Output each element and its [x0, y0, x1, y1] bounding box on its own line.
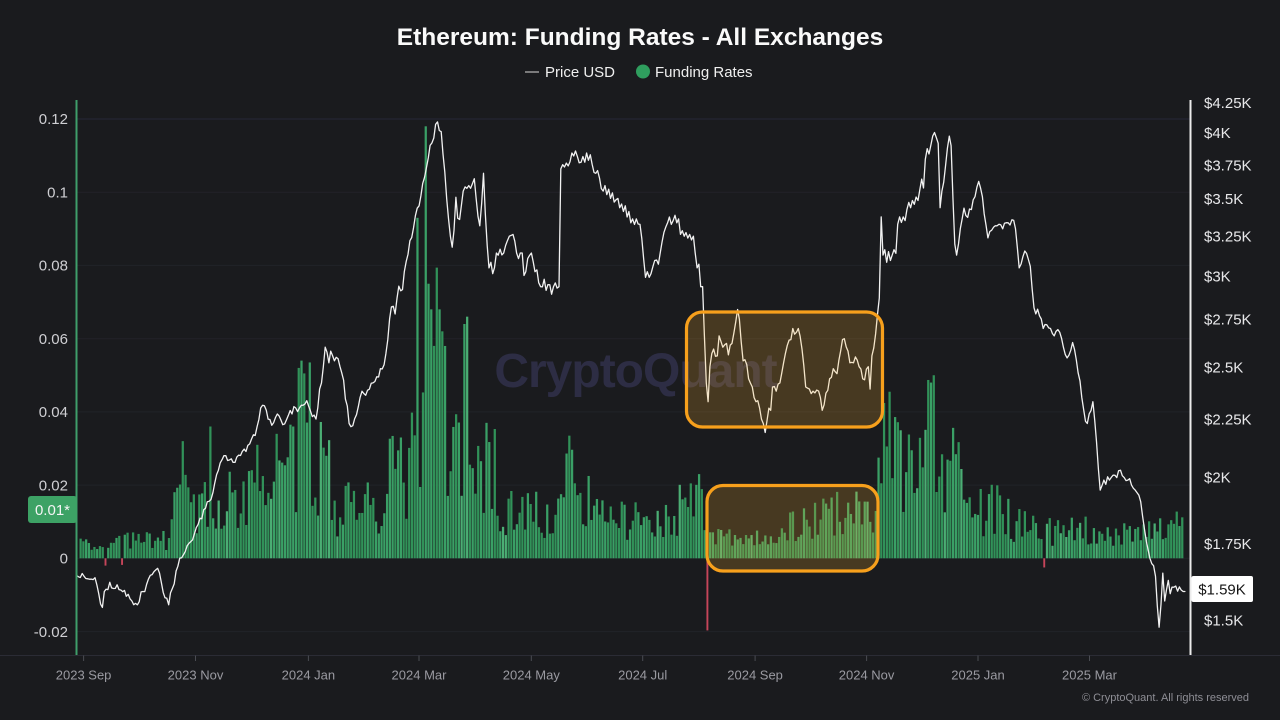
- svg-text:Ethereum: Funding Rates - All: Ethereum: Funding Rates - All Exchanges: [397, 24, 883, 51]
- svg-text:0.01*: 0.01*: [35, 502, 70, 519]
- svg-text:2024 Sep: 2024 Sep: [727, 668, 783, 683]
- svg-text:© CryptoQuant. All rights rese: © CryptoQuant. All rights reserved: [1082, 692, 1249, 704]
- svg-text:2024 Nov: 2024 Nov: [839, 668, 895, 683]
- svg-text:0.04: 0.04: [39, 404, 68, 421]
- svg-text:2023 Sep: 2023 Sep: [56, 668, 112, 683]
- svg-text:0.02: 0.02: [39, 477, 68, 494]
- svg-text:0.08: 0.08: [39, 258, 68, 275]
- svg-text:CryptoQuant: CryptoQuant: [494, 345, 777, 398]
- svg-text:2024 Jul: 2024 Jul: [618, 668, 667, 683]
- svg-text:$1.75K: $1.75K: [1204, 536, 1252, 553]
- svg-text:$4K: $4K: [1204, 125, 1231, 142]
- svg-text:$4.25K: $4.25K: [1204, 95, 1252, 112]
- svg-text:$2.5K: $2.5K: [1204, 360, 1243, 377]
- svg-text:2023 Nov: 2023 Nov: [168, 668, 224, 683]
- svg-text:$2K: $2K: [1204, 470, 1231, 487]
- svg-text:$3K: $3K: [1204, 269, 1231, 286]
- svg-text:$2.25K: $2.25K: [1204, 412, 1252, 429]
- svg-text:$3.75K: $3.75K: [1204, 158, 1252, 175]
- svg-text:$3.25K: $3.25K: [1204, 228, 1252, 245]
- svg-text:$1.59K: $1.59K: [1198, 582, 1246, 599]
- svg-text:$2.75K: $2.75K: [1204, 311, 1252, 328]
- svg-text:$1.5K: $1.5K: [1204, 613, 1243, 630]
- svg-text:0.1: 0.1: [47, 184, 68, 201]
- svg-text:Price USD: Price USD: [545, 64, 615, 81]
- svg-text:2024 Jan: 2024 Jan: [282, 668, 336, 683]
- svg-text:0.12: 0.12: [39, 111, 68, 128]
- svg-text:Funding Rates: Funding Rates: [655, 64, 753, 81]
- svg-text:0.06: 0.06: [39, 331, 68, 348]
- svg-text:2024 Mar: 2024 Mar: [392, 668, 448, 683]
- svg-text:2025 Mar: 2025 Mar: [1062, 668, 1118, 683]
- svg-text:0: 0: [60, 551, 68, 568]
- svg-text:$3.5K: $3.5K: [1204, 191, 1243, 208]
- svg-text:-0.02: -0.02: [34, 624, 68, 641]
- svg-text:2024 May: 2024 May: [503, 668, 561, 683]
- svg-text:2025 Jan: 2025 Jan: [951, 668, 1005, 683]
